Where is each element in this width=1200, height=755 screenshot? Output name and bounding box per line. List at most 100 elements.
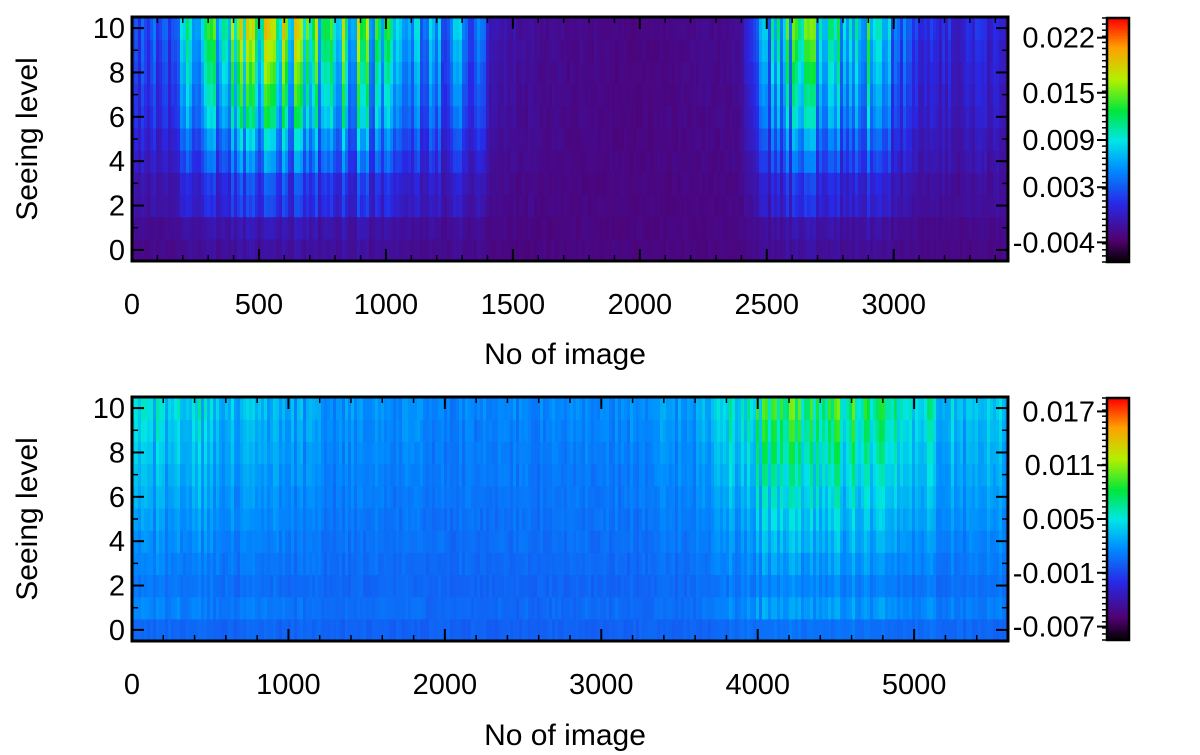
top-heatmap-cell bbox=[414, 216, 418, 240]
bottom-heatmap-cell bbox=[420, 530, 424, 553]
top-heatmap-cell bbox=[273, 216, 277, 240]
top-heatmap-cell bbox=[264, 238, 268, 262]
top-heatmap-cell bbox=[186, 105, 190, 129]
top-heatmap-cell bbox=[231, 127, 235, 151]
top-heatmap-cell bbox=[183, 61, 187, 85]
top-heatmap-cell bbox=[735, 61, 739, 85]
bottom-heatmap-cell bbox=[393, 552, 397, 576]
top-heatmap-cell bbox=[351, 39, 355, 62]
bottom-heatmap-cell bbox=[207, 485, 211, 509]
top-heatmap-cell bbox=[321, 238, 325, 262]
top-heatmap-cell bbox=[816, 83, 820, 107]
top-heatmap-cell bbox=[288, 83, 292, 107]
top-heatmap-cell bbox=[375, 172, 379, 196]
bottom-heatmap-cell bbox=[447, 463, 451, 487]
bottom-heatmap-cell bbox=[324, 463, 328, 487]
top-heatmap-cell bbox=[864, 127, 868, 151]
top-colorbar-segment bbox=[1107, 142, 1129, 145]
top-heatmap-cell bbox=[210, 238, 214, 262]
top-heatmap-cell bbox=[933, 17, 937, 40]
top-colorbar-segment bbox=[1107, 89, 1129, 92]
top-heatmap-cell bbox=[360, 194, 364, 218]
top-heatmap-cell bbox=[801, 238, 805, 262]
top-heatmap-cell bbox=[960, 216, 964, 240]
top-heatmap-cell bbox=[711, 39, 715, 62]
bottom-heatmap-cell bbox=[369, 463, 373, 487]
top-heatmap-cell bbox=[570, 127, 574, 151]
top-heatmap-cell bbox=[429, 172, 433, 196]
top-heatmap-cell bbox=[867, 194, 871, 218]
top-heatmap-cell bbox=[393, 150, 397, 173]
top-heatmap-cell bbox=[741, 127, 745, 151]
top-heatmap-cell bbox=[306, 194, 310, 218]
top-heatmap-cell bbox=[261, 105, 265, 129]
top-heatmap-cell bbox=[300, 83, 304, 107]
top-heatmap-cell bbox=[825, 194, 829, 218]
top-heatmap-cell bbox=[642, 83, 646, 107]
top-heatmap-cell bbox=[579, 105, 583, 129]
bottom-heatmap-cell bbox=[345, 419, 349, 442]
top-heatmap-cell bbox=[852, 127, 856, 151]
top-heatmap-cell bbox=[360, 105, 364, 129]
top-heatmap-cell bbox=[294, 150, 298, 173]
top-heatmap-cell bbox=[294, 238, 298, 262]
top-heatmap-cell bbox=[165, 39, 169, 62]
bottom-heatmap-cell bbox=[435, 596, 439, 620]
bottom-heatmap-cell bbox=[264, 397, 268, 420]
top-heatmap-cell bbox=[591, 39, 595, 62]
bottom-heatmap-cell bbox=[285, 463, 289, 487]
top-heatmap-cell bbox=[159, 172, 163, 196]
top-heatmap-cell bbox=[726, 238, 730, 262]
top-heatmap-cell bbox=[729, 127, 733, 151]
top-heatmap-cell bbox=[888, 61, 892, 85]
top-heatmap-cell bbox=[600, 238, 604, 262]
top-heatmap-cell bbox=[354, 216, 358, 240]
top-heatmap-cell bbox=[948, 216, 952, 240]
top-heatmap-cell bbox=[750, 238, 754, 262]
bottom-heatmap-cell bbox=[348, 618, 352, 642]
bottom-heatmap-cell bbox=[162, 596, 166, 620]
top-heatmap-cell bbox=[897, 150, 901, 173]
top-heatmap-cell bbox=[936, 61, 940, 85]
bottom-heatmap-cell bbox=[387, 507, 391, 531]
top-heatmap-cell bbox=[627, 194, 631, 218]
bottom-heatmap-cell bbox=[498, 507, 502, 531]
bottom-heatmap-cell bbox=[270, 507, 274, 531]
top-heatmap-cell bbox=[885, 238, 889, 262]
top-heatmap-cell bbox=[294, 194, 298, 218]
top-heatmap-cell bbox=[177, 194, 181, 218]
top-heatmap-cell bbox=[888, 17, 892, 40]
bottom-heatmap-cell bbox=[513, 596, 517, 620]
top-heatmap-cell bbox=[387, 194, 391, 218]
top-heatmap-cell bbox=[519, 105, 523, 129]
top-heatmap-cell bbox=[261, 127, 265, 151]
top-heatmap-cell bbox=[495, 61, 499, 85]
bottom-heatmap-cell bbox=[423, 507, 427, 531]
bottom-heatmap-cell bbox=[306, 441, 310, 465]
bottom-heatmap-cell bbox=[468, 397, 472, 420]
top-heatmap-cell bbox=[657, 61, 661, 85]
top-heatmap-cell bbox=[579, 127, 583, 151]
bottom-heatmap-cell bbox=[426, 485, 430, 509]
bottom-heatmap-cell bbox=[507, 507, 511, 531]
top-heatmap-cell bbox=[699, 150, 703, 173]
bottom-heatmap-cell bbox=[411, 530, 415, 553]
top-heatmap-cell bbox=[843, 216, 847, 240]
top-heatmap-cell bbox=[294, 17, 298, 40]
top-colorbar-segment bbox=[1107, 219, 1129, 222]
bottom-heatmap-cell bbox=[456, 574, 460, 598]
top-heatmap-cell bbox=[381, 238, 385, 262]
top-heatmap-cell bbox=[627, 105, 631, 129]
top-heatmap-cell bbox=[552, 127, 556, 151]
bottom-heatmap-cell bbox=[348, 552, 352, 576]
bottom-heatmap-cell bbox=[393, 530, 397, 553]
top-heatmap-cell bbox=[174, 105, 178, 129]
top-heatmap-cell bbox=[318, 238, 322, 262]
top-heatmap-cell bbox=[921, 172, 925, 196]
top-heatmap-cell bbox=[279, 238, 283, 262]
top-heatmap-cell bbox=[819, 127, 823, 151]
top-heatmap-cell bbox=[474, 83, 478, 107]
bottom-heatmap-cell bbox=[183, 552, 187, 576]
top-heatmap-cell bbox=[603, 150, 607, 173]
top-heatmap-cell bbox=[396, 127, 400, 151]
